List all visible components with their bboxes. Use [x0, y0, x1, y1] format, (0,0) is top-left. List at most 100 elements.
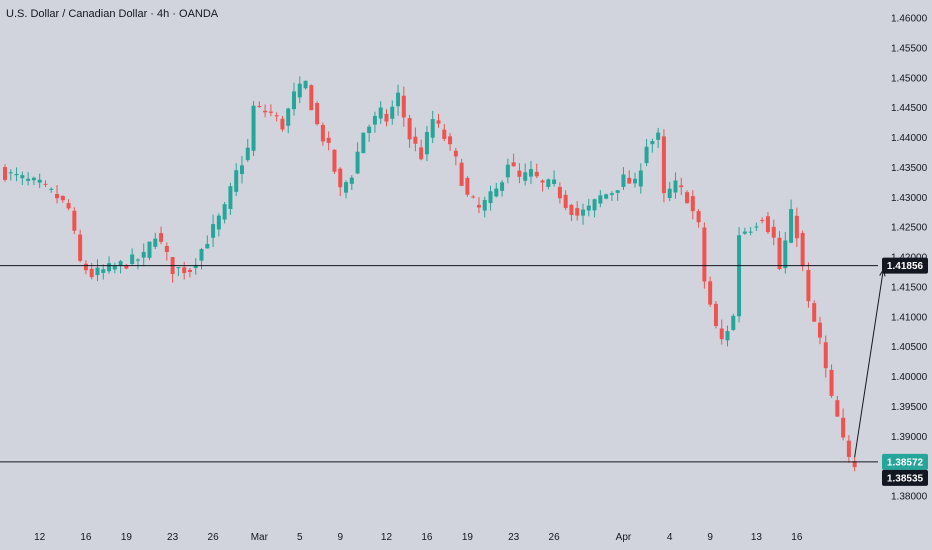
x-tick-label: 23 [508, 532, 520, 543]
candle-body [794, 215, 799, 239]
candle-body [748, 231, 753, 233]
candle-body [823, 342, 828, 369]
candle-body [817, 322, 822, 338]
candle-body [303, 80, 308, 89]
projection-arrow[interactable] [854, 268, 886, 458]
candle-body [424, 132, 429, 155]
candle-body [673, 180, 678, 193]
candle-body [216, 215, 221, 230]
x-tick-label: 23 [167, 532, 179, 543]
candle-body [546, 179, 551, 187]
candles [3, 76, 857, 472]
y-tick-label: 1.41500 [891, 282, 928, 293]
candle-body [442, 129, 447, 139]
candle-body [199, 249, 204, 261]
candle-body [355, 151, 360, 174]
candle-body [430, 119, 435, 138]
candle-body [147, 241, 152, 258]
y-tick-label: 1.45000 [891, 73, 928, 84]
candle-body [575, 208, 580, 216]
candle-body [396, 92, 401, 107]
candle-body [476, 204, 481, 208]
candle-body [31, 177, 36, 181]
candle-body [257, 106, 262, 108]
candle-body [286, 108, 291, 126]
y-tick-label: 1.44000 [891, 133, 928, 144]
candle-body [384, 113, 389, 122]
candle-body [852, 461, 857, 468]
candle-body [656, 132, 661, 140]
current-price-badge-box [882, 469, 928, 486]
x-tick-label: 16 [791, 532, 803, 543]
x-tick-label: 13 [751, 532, 763, 543]
candle-body [760, 219, 765, 221]
candle-body [72, 210, 77, 231]
x-tick-label: Mar [251, 532, 269, 543]
candle-body [702, 227, 707, 282]
candle-body [783, 240, 788, 269]
candle-body [621, 174, 626, 187]
candle-body [846, 440, 851, 457]
x-tick-label: 9 [337, 532, 343, 543]
candle-body [771, 226, 776, 238]
candle-body [89, 268, 94, 278]
candle-body [222, 204, 227, 220]
candle-body [338, 168, 343, 188]
time-axis[interactable]: 12 16 19 23 26 Mar 5 9 12 16 19 23 26 Apr 4 9 13 16 [34, 532, 803, 543]
candle-body [765, 216, 770, 233]
x-tick-label: 12 [34, 532, 46, 543]
candle-body [523, 172, 528, 181]
candle-body [187, 269, 192, 273]
candle-body [66, 203, 71, 209]
y-tick-label: 1.43000 [891, 193, 928, 204]
candle-body [159, 233, 164, 242]
current-price-badge: 1.38535 [887, 473, 924, 484]
candle-body [471, 196, 476, 198]
candle-body [627, 177, 632, 184]
candle-body [292, 91, 296, 110]
candle-body [592, 199, 597, 211]
candle-body [332, 149, 337, 172]
candle-body [118, 261, 123, 266]
candle-body [829, 369, 834, 396]
horizontal-lines[interactable] [0, 265, 878, 463]
candle-body [55, 194, 60, 199]
x-tick-label: 26 [208, 532, 220, 543]
candle-body [581, 209, 585, 216]
candle-body [234, 170, 239, 192]
last-price-badge-box [882, 453, 928, 470]
candle-body [725, 331, 730, 341]
candle-body [349, 177, 354, 184]
line-price-badge-box [882, 257, 928, 274]
candle-body [517, 170, 522, 177]
y-tick-label: 1.45500 [891, 43, 928, 54]
candle-body [268, 111, 273, 113]
candle-body [193, 264, 198, 268]
line-price-badge: 1.41856 [887, 261, 924, 272]
candle-body [8, 172, 13, 174]
candle-body [789, 209, 794, 243]
candle-body [708, 281, 713, 305]
candle-body [586, 205, 591, 211]
candle-body [650, 141, 655, 145]
x-tick-label: 19 [462, 532, 474, 543]
candle-body [719, 328, 724, 340]
y-tick-label: 1.46000 [891, 14, 928, 25]
candle-body [453, 150, 458, 157]
x-tick-label: Apr [616, 532, 632, 543]
candle-body [505, 164, 510, 178]
candle-body [315, 103, 320, 125]
candle-body [540, 180, 545, 183]
candle-body [448, 136, 453, 145]
candle-body [176, 267, 181, 269]
y-tick-label: 1.40500 [891, 342, 928, 353]
candle-body [609, 193, 614, 195]
candle-body [135, 259, 140, 261]
candle-body [211, 224, 216, 238]
last-price-badge: 1.38572 [887, 457, 924, 468]
candle-body [841, 417, 846, 438]
candle-body [500, 182, 505, 191]
candle-body [205, 243, 210, 249]
candle-body [742, 231, 747, 234]
